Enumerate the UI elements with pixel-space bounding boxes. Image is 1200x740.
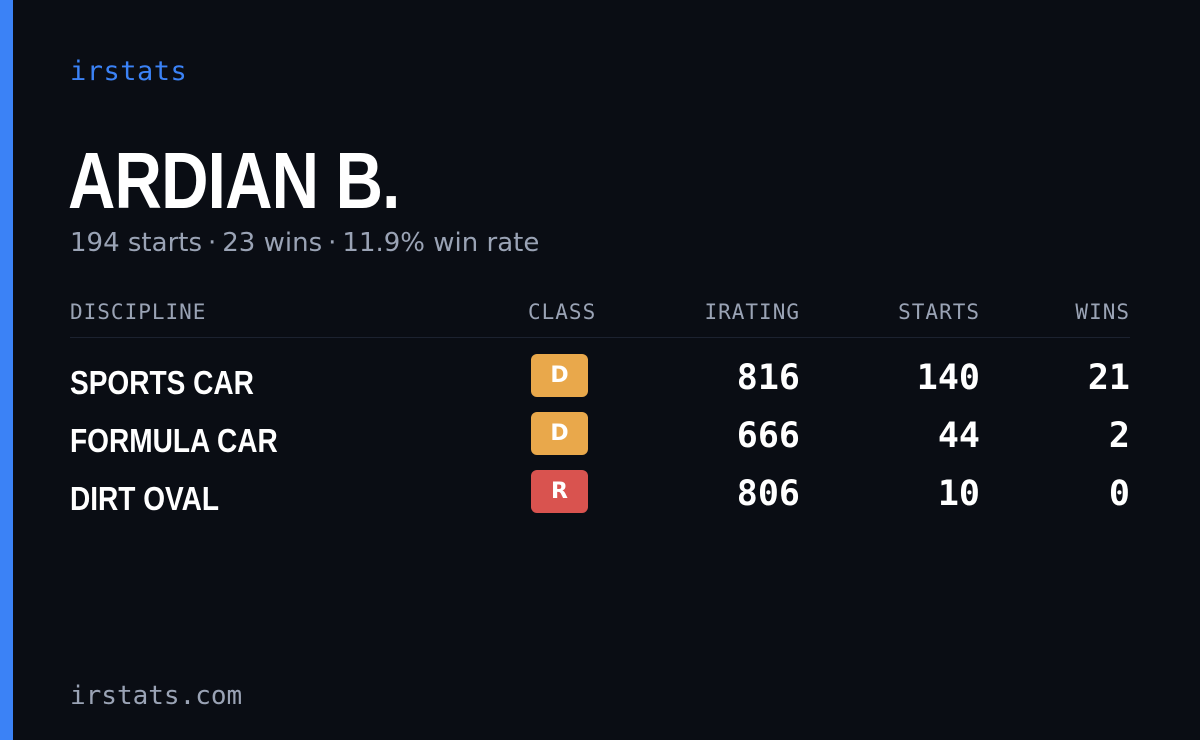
starts-value: 10 — [937, 474, 980, 514]
table-row: SPORTS CAR D 816 140 21 — [70, 352, 1130, 410]
discipline-name: FORMULA CAR — [70, 422, 278, 459]
career-summary: 194 starts · 23 wins · 11.9% win rate — [70, 228, 539, 258]
column-header-class: CLASS — [528, 300, 597, 324]
license-class-badge: R — [531, 470, 588, 513]
license-class-badge: D — [531, 412, 588, 455]
summary-wins: 23 wins — [222, 228, 323, 258]
starts-value: 140 — [916, 358, 980, 398]
discipline-name: DIRT OVAL — [70, 480, 220, 517]
table-row: FORMULA CAR D 666 44 2 — [70, 410, 1130, 468]
summary-starts: 194 starts — [70, 228, 202, 258]
license-class-badge: D — [531, 354, 588, 397]
irating-value: 816 — [736, 358, 800, 398]
irating-value: 806 — [736, 474, 800, 514]
column-header-irating: IRATING — [704, 300, 800, 324]
footer-domain: irstats.com — [70, 681, 243, 711]
brand-logo: irstats — [70, 56, 188, 87]
irating-value: 666 — [736, 416, 800, 456]
wins-value: 0 — [1108, 474, 1130, 514]
wins-value: 2 — [1108, 416, 1130, 456]
summary-separator: · — [328, 228, 337, 258]
wins-value: 21 — [1087, 358, 1130, 398]
player-name: ARDIAN B. — [68, 136, 400, 225]
column-header-starts: STARTS — [898, 300, 980, 324]
accent-bar — [0, 0, 13, 740]
summary-win-rate: 11.9% win rate — [342, 228, 540, 258]
table-header: DISCIPLINE CLASS IRATING STARTS WINS — [70, 300, 1130, 338]
discipline-name: SPORTS CAR — [70, 364, 254, 401]
summary-separator: · — [208, 228, 217, 258]
table-row: DIRT OVAL R 806 10 0 — [70, 468, 1130, 526]
column-header-wins: WINS — [1075, 300, 1130, 324]
starts-value: 44 — [937, 416, 980, 456]
discipline-table: SPORTS CAR D 816 140 21 FORMULA CAR D 66… — [70, 352, 1130, 526]
column-header-discipline: DISCIPLINE — [70, 300, 207, 324]
